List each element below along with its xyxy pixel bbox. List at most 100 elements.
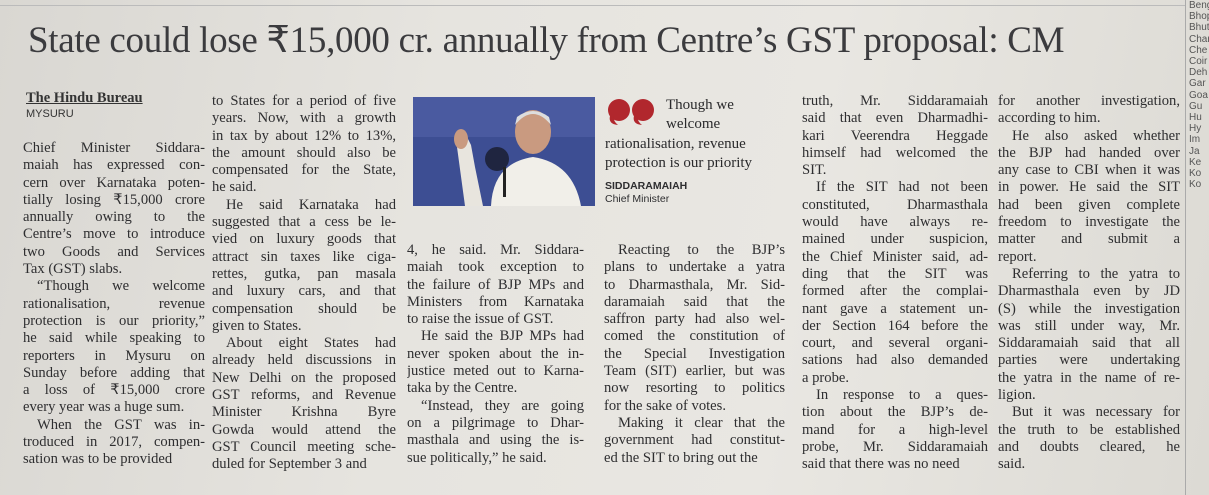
text-line: court, and several organi- bbox=[802, 335, 988, 352]
text-line: daramaiah said that the bbox=[604, 293, 785, 310]
text-line: taka by the Centre. bbox=[407, 380, 518, 397]
pull-quote-line: protection is our priority bbox=[605, 155, 753, 171]
paragraph: to States for a period of five years. Now… bbox=[212, 93, 396, 197]
text-line: attract sin taxes like ciga- bbox=[212, 248, 396, 265]
text-line: New Delhi on the proposed bbox=[212, 369, 396, 386]
text-line: Centre’s move to introduce bbox=[23, 226, 205, 243]
text-line: already held discussions in bbox=[212, 352, 396, 369]
column: to States for a period of five years. Now… bbox=[212, 93, 396, 474]
text-line: Siddaramaiah said that all bbox=[998, 335, 1180, 352]
text-line: matter and submit a bbox=[998, 231, 1180, 248]
text-line: tion about the BJP’s de- bbox=[802, 404, 988, 421]
quote-role: Chief Minister bbox=[605, 193, 670, 205]
text-line: to raise the issue of GST. bbox=[407, 311, 554, 328]
text-line: he said while speaking to bbox=[23, 330, 205, 347]
text-line: Gowda would attend the bbox=[212, 421, 396, 438]
text-line: now resorting to politics bbox=[604, 380, 785, 397]
paragraph: “Instead, they are going on a pilgrimage … bbox=[407, 398, 584, 467]
text-line: he said. bbox=[212, 179, 257, 196]
text-line: ding that the SIT was bbox=[802, 265, 988, 282]
text-line: according to him. bbox=[998, 110, 1101, 127]
text-line: ligion. bbox=[998, 387, 1036, 404]
column: truth, Mr. Siddaramaiah said that even Dh… bbox=[802, 93, 988, 474]
text-line: given to States. bbox=[212, 317, 302, 334]
text-line: Ministers from Karnataka bbox=[407, 293, 584, 310]
paragraph: When the GST was in-troduced in 2017, co… bbox=[23, 417, 205, 469]
sidebar-item: Ko bbox=[1189, 179, 1202, 191]
column: 4, he said. Mr. Siddara-maiah took excep… bbox=[407, 242, 584, 467]
text-line: said that there was no need bbox=[802, 456, 960, 473]
paragraph: “Though we welcome rationalisation, reven… bbox=[23, 278, 205, 416]
sidebar-item: Gu bbox=[1189, 100, 1203, 112]
text-line: compensation should be bbox=[212, 300, 396, 317]
text-line: two Goods and Services bbox=[23, 243, 205, 260]
text-line: in power. He said the SIT bbox=[998, 179, 1180, 196]
sidebar-item: Deh bbox=[1189, 67, 1208, 79]
sidebar-item: Beng bbox=[1189, 0, 1209, 11]
text-line: But it was necessary for bbox=[1012, 404, 1180, 421]
text-line: probe, Mr. Siddaramaiah bbox=[802, 438, 988, 455]
text-line: himself had welcomed the bbox=[802, 144, 988, 161]
sidebar-item: Ja bbox=[1189, 145, 1200, 157]
text-line: About eight States had bbox=[226, 335, 396, 352]
sidebar-item: Goa bbox=[1189, 89, 1208, 101]
text-line: sue politically,” he said. bbox=[407, 449, 547, 466]
dateline: MYSURU bbox=[26, 108, 74, 120]
text-line: Team (SIT) earlier, but was bbox=[604, 363, 785, 380]
text-line: freedom to investigate the bbox=[998, 214, 1180, 231]
text-line: Tax (GST) slabs. bbox=[23, 261, 123, 278]
text-line: ed the SIT to bring out the bbox=[604, 449, 758, 466]
text-line: kari Veerendra Heggade bbox=[802, 127, 988, 144]
text-line: “Instead, they are going bbox=[421, 397, 584, 414]
text-line: annually owing to the bbox=[23, 209, 205, 226]
text-line: compensated for the State, bbox=[212, 162, 396, 179]
column: Reacting to the BJP’s plans to undertake … bbox=[604, 242, 785, 467]
sidebar-item: Char bbox=[1189, 33, 1209, 45]
text-line: any case to CBI when it was bbox=[998, 162, 1180, 179]
text-line: a probe. bbox=[802, 369, 850, 386]
text-line: masthala and using the is- bbox=[407, 432, 584, 449]
text-line: on a pilgrimage to Dhar- bbox=[407, 414, 584, 431]
paragraph: Chief Minister Siddara-maiah has express… bbox=[23, 140, 205, 278]
text-line: nant gave a statement un- bbox=[802, 300, 988, 317]
sidebar-item: Hu bbox=[1189, 112, 1202, 124]
pull-quote-line: rationalisation, revenue bbox=[605, 136, 746, 152]
text-line: Referring to the yatra to bbox=[1012, 265, 1180, 282]
photo bbox=[413, 97, 595, 206]
paragraph: Reacting to the BJP’s plans to undertake … bbox=[604, 242, 785, 415]
text-line: tially losing ₹15,000 crore bbox=[23, 191, 205, 208]
text-line: maiah has expressed con- bbox=[23, 157, 205, 174]
text-line: “Though we welcome bbox=[37, 278, 205, 295]
text-line: In response to a ques- bbox=[816, 387, 988, 404]
sidebar-item: Coir bbox=[1189, 56, 1208, 68]
sidebar-index: BengBhopBhutCharCheCoirDehGarGoaGuHuHyIm… bbox=[1189, 0, 1209, 190]
text-line: SIT. bbox=[802, 162, 827, 179]
edge-rule bbox=[1185, 0, 1186, 495]
sidebar-item: Im bbox=[1189, 134, 1201, 146]
sidebar-item: Che bbox=[1189, 44, 1208, 56]
column: for another investigation, according to h… bbox=[998, 93, 1180, 474]
text-line: 4, he said. Mr. Siddara- bbox=[407, 242, 584, 258]
text-line: GST Council meeting sche- bbox=[212, 438, 396, 455]
text-line: der Section 164 before the bbox=[802, 317, 988, 334]
text-line: formed after the complai- bbox=[802, 283, 988, 300]
text-line: rationalisation, revenue bbox=[23, 295, 205, 312]
text-line: parties were undertaking bbox=[998, 352, 1180, 369]
text-line: maiah took exception to bbox=[407, 259, 584, 276]
text-line: plans to undertake a yatra bbox=[604, 259, 785, 276]
text-line: the amount should also be bbox=[212, 144, 396, 161]
text-line: cern over Karnataka poten- bbox=[23, 174, 205, 191]
text-line: rettes, gutka, pan masala bbox=[212, 265, 396, 282]
sidebar-item: Gar bbox=[1189, 78, 1206, 90]
text-line: Chief Minister Siddara- bbox=[23, 140, 205, 156]
paragraph: truth, Mr. Siddaramaiah said that even Dh… bbox=[802, 93, 988, 179]
paragraph: for another investigation, according to h… bbox=[998, 93, 1180, 128]
text-line: sation was to be provided bbox=[23, 451, 173, 468]
paragraph: In response to a ques-tion about the BJP… bbox=[802, 387, 988, 473]
sidebar-item: Ko bbox=[1189, 168, 1202, 180]
text-line: constituted, Dharmasthala bbox=[802, 196, 988, 213]
paragraph: If the SIT had not been constituted, Dhar… bbox=[802, 179, 988, 387]
text-line: GST reforms, and Revenue bbox=[212, 387, 396, 404]
paragraph: About eight States had already held discu… bbox=[212, 335, 396, 473]
